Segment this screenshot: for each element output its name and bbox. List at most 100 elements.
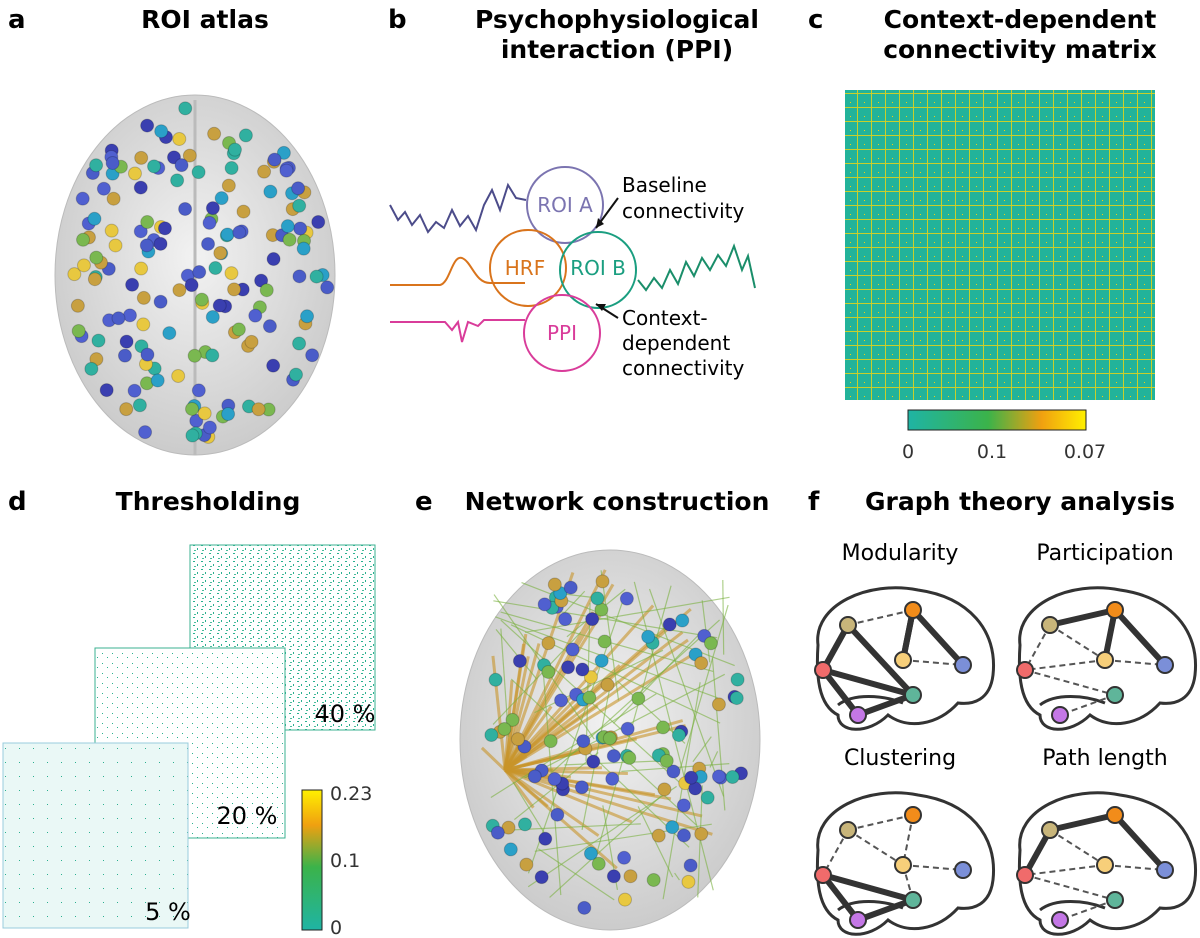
roi-sphere — [76, 232, 91, 247]
edge — [1104, 659, 1166, 666]
roi-sphere — [111, 311, 126, 326]
threshold-matrix — [2, 742, 189, 929]
roi-sphere — [665, 820, 680, 835]
roi-sphere — [202, 215, 217, 230]
roi-sphere — [227, 282, 242, 297]
roi-sphere — [153, 236, 168, 251]
edge — [534, 823, 712, 852]
edge — [820, 873, 861, 922]
brain-fold — [1039, 695, 1106, 707]
roi-sphere — [497, 722, 512, 737]
roi-sphere — [662, 617, 677, 632]
colorbar — [301, 789, 323, 931]
node — [849, 706, 867, 724]
roi-sphere — [534, 870, 549, 885]
roi-sphere — [547, 577, 562, 592]
annotation: Context- — [622, 306, 708, 330]
roi-sphere — [266, 358, 281, 373]
connectivity-matrix — [845, 90, 1155, 400]
roi-sphere — [657, 782, 672, 797]
roi-sphere — [583, 846, 598, 861]
edge — [820, 668, 861, 717]
roi-sphere — [263, 184, 278, 199]
roi-sphere — [541, 636, 556, 651]
roi-sphere — [89, 250, 104, 265]
node — [839, 821, 857, 839]
roi-sphere — [236, 204, 251, 219]
roi-sphere — [184, 278, 199, 293]
roi-sphere — [703, 636, 718, 651]
roi-sphere — [517, 817, 532, 832]
edge — [503, 769, 535, 809]
roi-sphere — [694, 656, 709, 671]
roi-sphere — [117, 348, 132, 363]
roi-sphere — [501, 820, 516, 835]
node — [1051, 911, 1069, 929]
node — [904, 806, 922, 824]
roi-sphere — [213, 246, 228, 261]
roi-spheres — [67, 101, 335, 444]
panel-title: Graph theory analysis — [865, 487, 1175, 516]
roi-sphere — [87, 272, 102, 287]
roi-sphere — [201, 236, 216, 251]
roi-sphere — [527, 769, 542, 784]
network — [480, 569, 748, 915]
node — [1156, 656, 1174, 674]
roi-sphere — [700, 790, 715, 805]
roi-sphere — [563, 580, 578, 595]
roi-sphere — [208, 261, 223, 276]
node — [1106, 891, 1124, 909]
roi-sphere — [133, 180, 148, 195]
roi-sphere — [136, 317, 151, 332]
roi-sphere — [683, 858, 698, 873]
threshold-label: 40 % — [315, 700, 376, 728]
node — [814, 866, 832, 884]
edge — [1024, 874, 1116, 901]
roi-sphere — [205, 309, 220, 324]
roi-sphere — [224, 266, 239, 281]
node — [904, 891, 922, 909]
roi-label: ROI B — [570, 256, 626, 280]
node — [894, 651, 912, 669]
graph-diagrams — [814, 586, 1198, 936]
edge — [910, 607, 966, 668]
roi-sphere — [577, 900, 592, 915]
node — [1041, 616, 1059, 634]
roi-sphere — [119, 334, 134, 349]
edge — [512, 781, 547, 837]
roi-sphere — [291, 181, 306, 196]
panel-letter: a — [8, 5, 26, 35]
roi-sphere — [178, 101, 193, 116]
panel-letter: f — [808, 487, 820, 517]
edge — [1049, 607, 1116, 628]
edge — [1024, 659, 1106, 671]
brain-fold — [1039, 900, 1106, 912]
roi-sphere — [565, 642, 580, 657]
edge — [1049, 624, 1106, 661]
roi-sphere — [594, 653, 609, 668]
roi-sphere — [681, 874, 696, 889]
roi-sphere — [220, 227, 235, 242]
edge — [495, 823, 641, 832]
annotation: connectivity — [622, 199, 745, 223]
roi-sphere — [561, 660, 576, 675]
roi-sphere — [105, 155, 120, 170]
roi-sphere — [309, 269, 324, 284]
node — [1016, 866, 1034, 884]
roi-sphere — [282, 232, 297, 247]
node — [1106, 686, 1124, 704]
roi-sphere — [178, 201, 193, 216]
node — [1051, 706, 1069, 724]
edge — [480, 746, 507, 772]
roi-sphere — [266, 252, 281, 267]
edge — [697, 785, 703, 898]
edge — [504, 768, 633, 824]
roi-sphere — [541, 664, 556, 679]
roi-sphere — [202, 420, 217, 435]
roi-sphere — [67, 267, 82, 282]
roi-sphere — [139, 238, 154, 253]
ppi-timeseries — [390, 319, 525, 343]
roi-sphere — [659, 753, 674, 768]
roi-sphere — [212, 298, 227, 313]
